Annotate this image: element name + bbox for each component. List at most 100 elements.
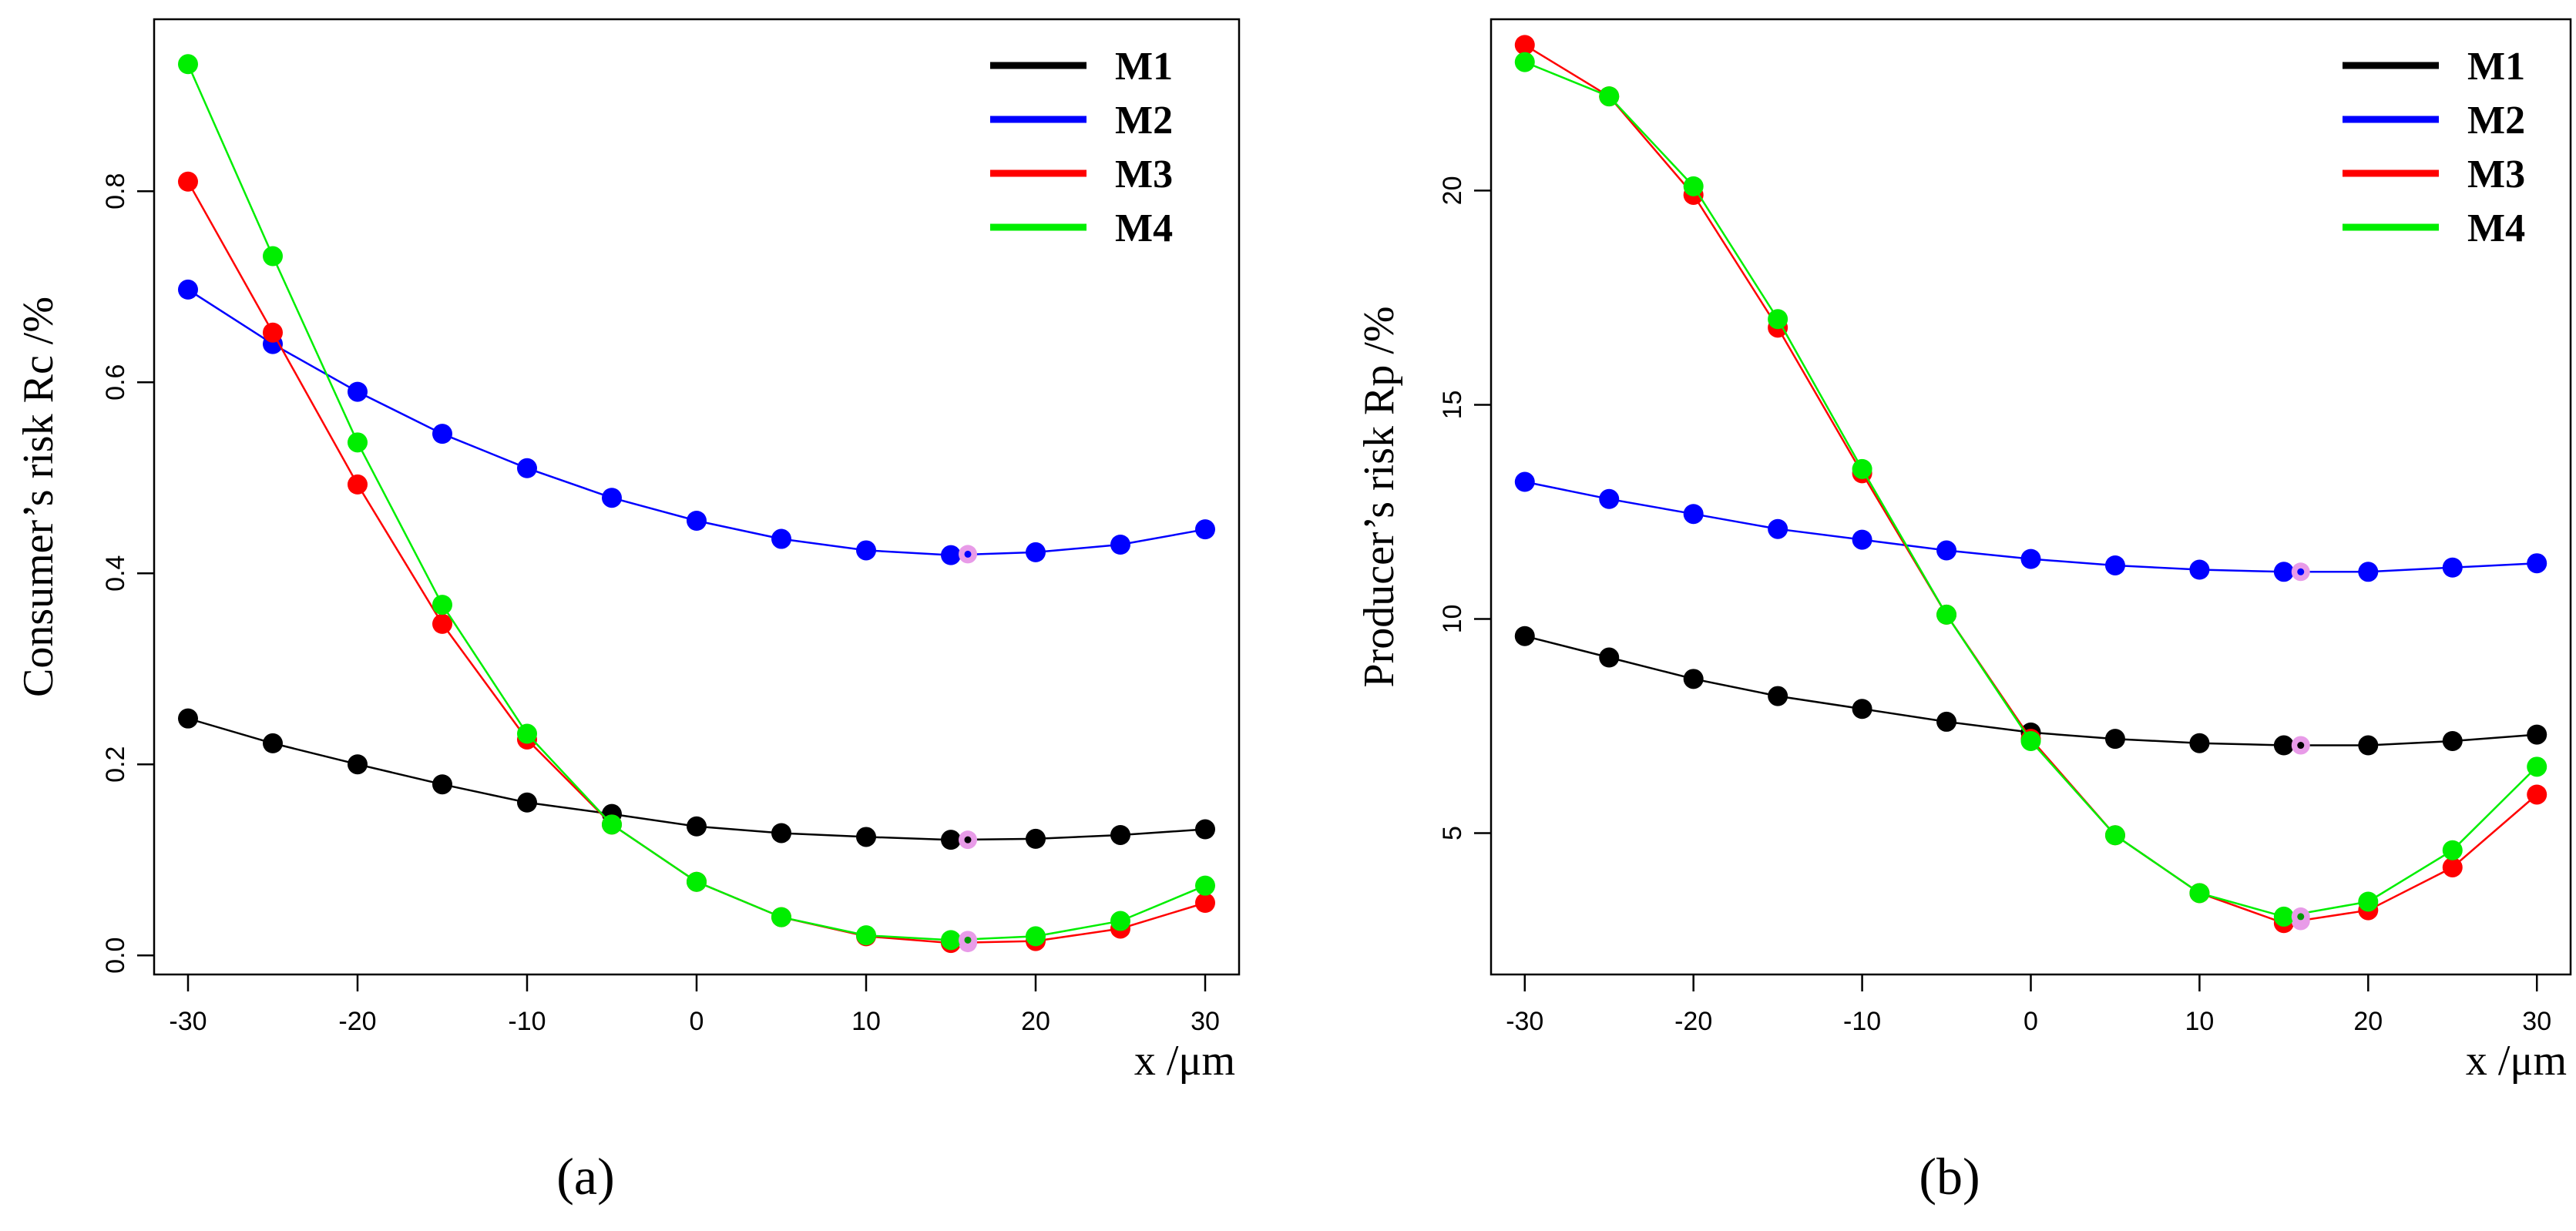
data-point [178,54,198,75]
optimum-marker-center [964,836,972,844]
y-axis-label: Consumer’s risk Rc /% [15,297,62,697]
optimum-marker-center [2297,742,2305,750]
data-point [1852,529,1872,550]
x-tick-label: 10 [2185,1007,2214,1036]
x-tick-label: 10 [851,1007,881,1036]
data-point [2104,825,2125,846]
data-point [687,511,707,531]
data-point [2442,840,2463,860]
x-axis-label: x /μm [1134,1037,1235,1085]
data-point [2189,883,2210,904]
panel-b-producers-risk-chart: -30 -20 -10 0 10 20 30 5 10 15 20 x /μm Producer’s r… [1355,18,2572,1206]
series-line [1524,61,2538,918]
data-point [1195,819,1215,840]
y-tick-label: 0.8 [101,173,130,210]
data-point [2527,553,2547,574]
optimum-marker-center [964,936,972,944]
panel-a-consumers-risk-chart: -30 -20 -10 0 10 20 30 0.0 0.2 0.4 0.6 0.8 x /μm Cons… [15,18,1241,1206]
data-point [1936,711,1957,732]
data-point [263,246,283,267]
legend-label: M1 [1115,45,1173,89]
data-point [517,458,537,478]
data-point [263,733,283,753]
data-point [2527,724,2547,745]
y-tick-label: 15 [1438,391,1467,420]
y-axis-label: Producer’s risk Rp /% [1355,306,1403,687]
data-point [771,823,791,844]
legend-label: M4 [1115,206,1173,250]
series-line [186,63,1206,941]
x-tick-label: -20 [1674,1007,1712,1036]
legend-label: M4 [2467,206,2525,250]
legend-label: M3 [1115,153,1173,196]
data-point [941,930,961,951]
data-point [1195,519,1215,540]
data-point [1768,518,1788,539]
x-tick-label: 30 [1191,1007,1220,1036]
data-point [2273,562,2294,582]
panel-label: (b) [1919,1147,1980,1206]
data-point [1026,926,1046,947]
data-point [1195,875,1215,896]
data-point [2104,555,2125,575]
data-point [348,432,368,453]
x-axis-label: x /μm [2466,1037,2567,1085]
data-point [1110,911,1130,931]
x-tick-label: -10 [508,1007,546,1036]
data-point [602,488,622,508]
data-point [941,545,961,565]
y-tick-label: 20 [1438,176,1467,206]
y-tick-label: 5 [1438,826,1467,840]
data-point [687,816,707,837]
data-point [348,474,368,495]
optimum-marker-center [2297,568,2305,575]
legend: M1 M2 M3 M4 [990,45,1173,250]
x-tick-label: 0 [2024,1007,2038,1036]
optimum-marker-center [2297,913,2305,921]
data-point [771,528,791,549]
data-point [1514,35,1535,55]
legend-label: M2 [2467,99,2525,143]
data-point [432,774,452,795]
data-point [856,925,876,946]
x-tick-label: -30 [169,1007,207,1036]
data-point [2358,891,2379,912]
data-point [602,814,622,835]
data-point [2189,733,2210,753]
data-point [1936,604,1957,625]
data-point [2527,784,2547,805]
data-point [2358,562,2379,582]
legend: M1 M2 M3 M4 [2343,45,2525,250]
legend-label: M2 [1115,99,1173,143]
data-point [178,708,198,729]
data-point [1110,535,1130,555]
data-point [687,871,707,892]
data-point [432,613,452,634]
x-tick-label: -10 [1843,1007,1881,1036]
data-point [178,279,198,300]
data-point [2358,735,2379,756]
data-point [1026,828,1046,849]
x-tick-label: -30 [1506,1007,1543,1036]
x-tick-label: -20 [338,1007,376,1036]
series-M3 [1514,35,2547,934]
y-tick-label: 0.4 [101,555,130,592]
x-tick-label: 20 [2353,1007,2383,1036]
panel-label: (a) [556,1147,614,1206]
legend-label: M1 [2467,45,2525,89]
data-point [2273,906,2294,927]
y-tick-label: 10 [1438,605,1467,634]
data-point [2442,857,2463,877]
data-point [178,171,198,192]
data-point [1852,699,1872,719]
data-point [856,540,876,561]
data-point [1683,504,1704,525]
series-M2 [178,279,1215,565]
x-tick-label: 0 [690,1007,704,1036]
data-point [1599,86,1620,107]
data-point [771,907,791,927]
data-point [1768,686,1788,706]
data-point [1514,471,1535,492]
data-point [2020,548,2041,569]
